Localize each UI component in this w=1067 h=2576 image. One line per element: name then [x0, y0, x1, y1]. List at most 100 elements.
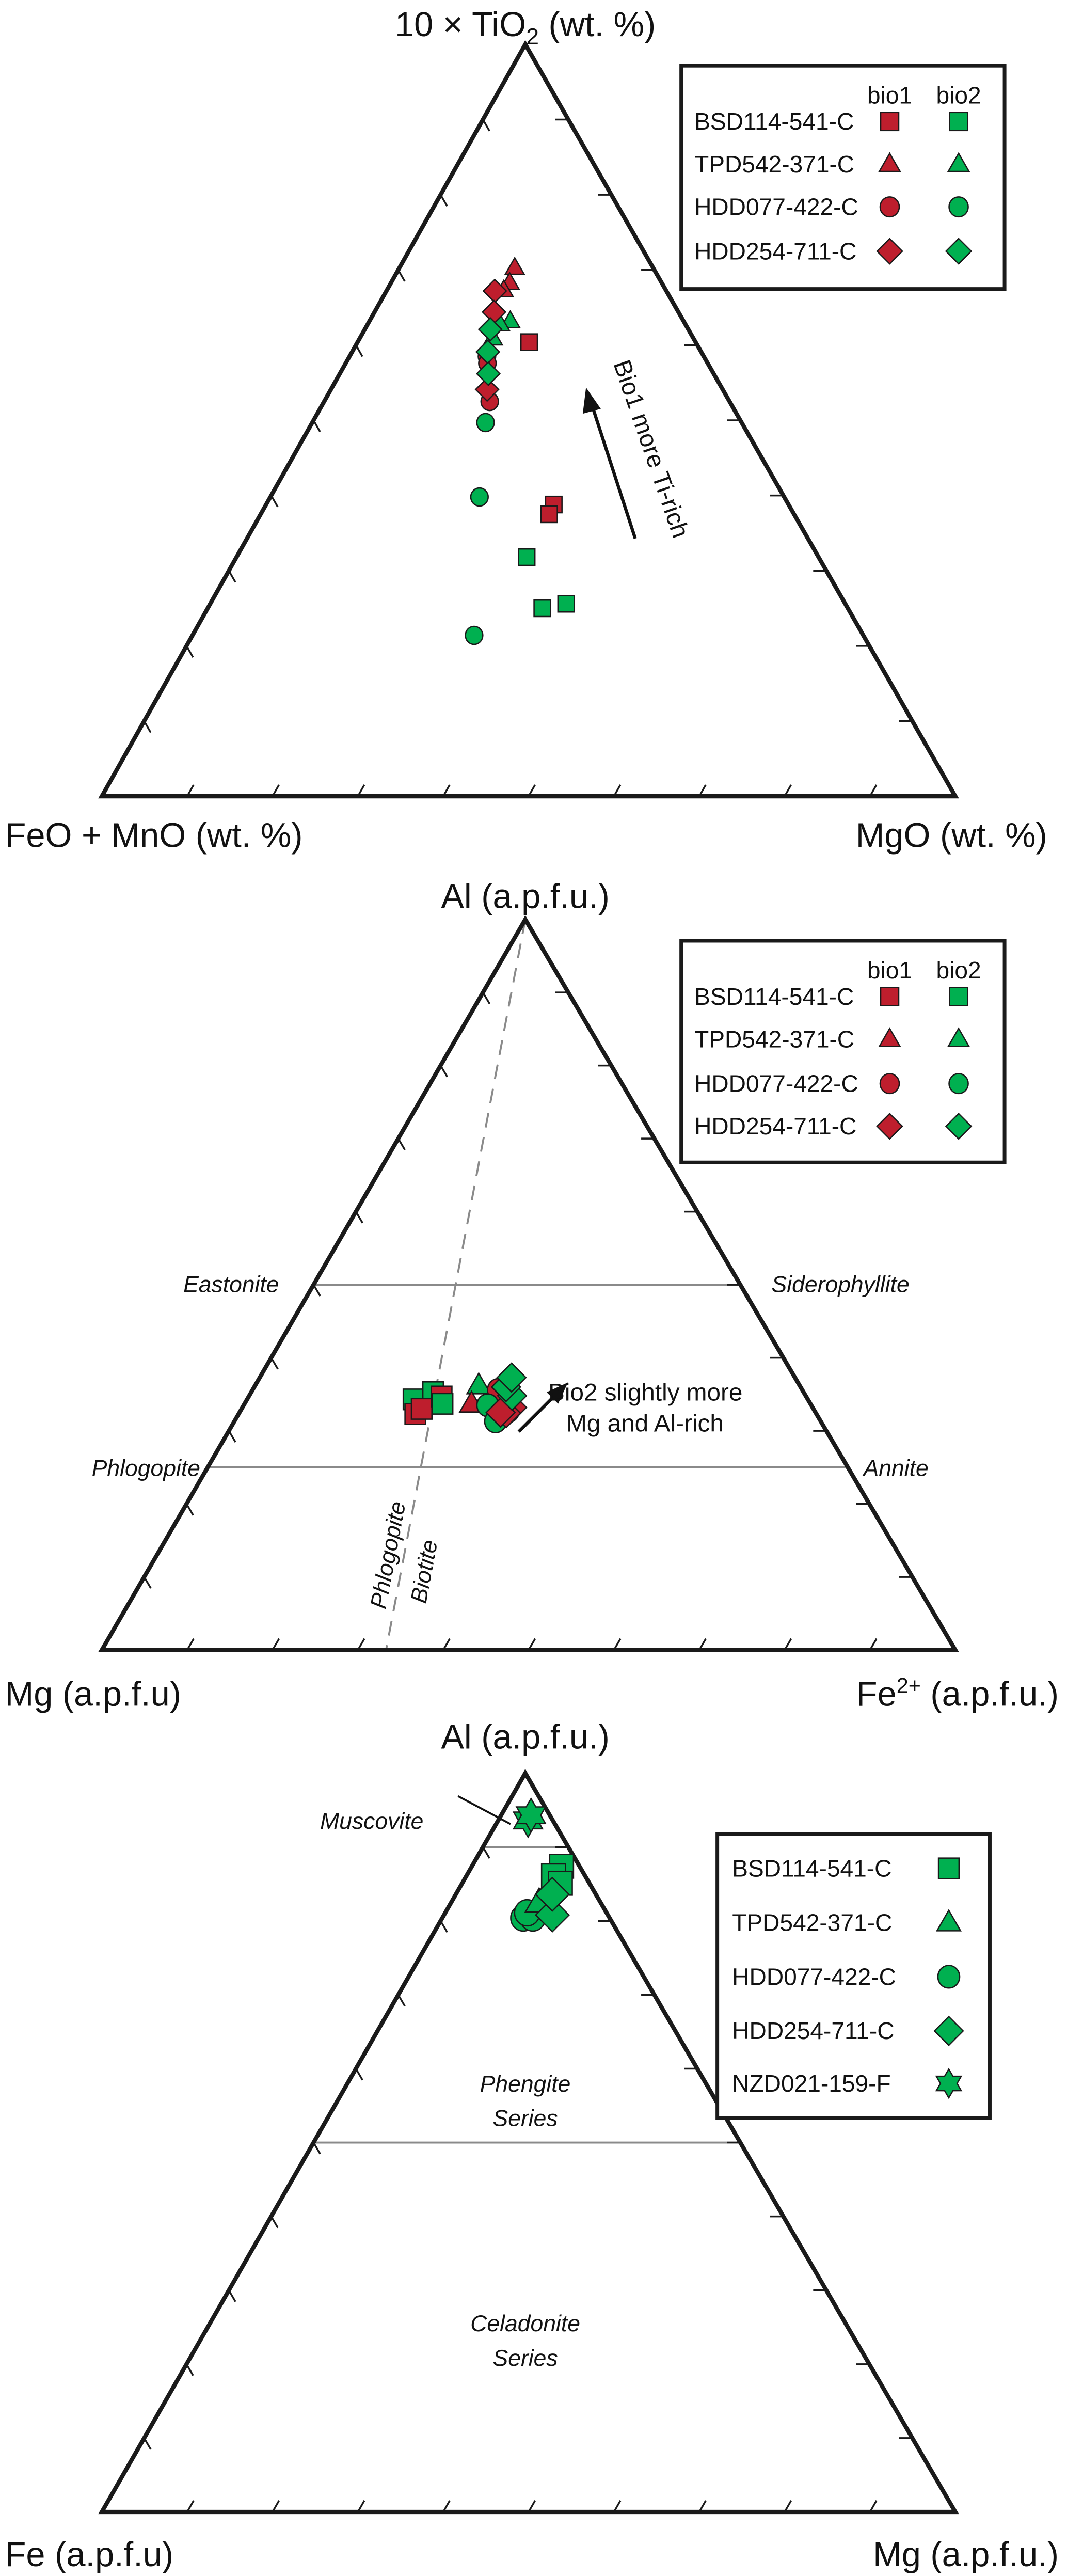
base-tick [784, 784, 792, 797]
series-hdd254-711-c-bio2 [475, 317, 503, 386]
left-tick [397, 269, 406, 282]
base-tick [186, 1638, 195, 1651]
field-label-biotite: Biotite [406, 1538, 443, 1605]
base-tick [357, 1638, 365, 1651]
base-tick [272, 1638, 280, 1651]
left-tick [355, 344, 363, 357]
legend-header-bio2: bio2 [936, 82, 981, 108]
legend-marker-triangle [947, 1027, 970, 1048]
legend-marker-circle [937, 1965, 961, 1989]
muscovite-leader-line [457, 1795, 511, 1825]
data-point-triangle [504, 256, 525, 275]
data-point-diamond [475, 361, 501, 386]
legend-marker-square [880, 112, 900, 132]
field-label-celadonite: Celadonite [470, 2311, 580, 2336]
chart-3-legend: BSD114-541-C TPD542-371-C HDD077-422-C HDD2… [715, 1832, 992, 2120]
legend-marker-circle [948, 196, 969, 218]
legend-marker-triangle [935, 1909, 962, 1932]
left-tick [312, 420, 321, 432]
series-tpd542-371-c-bio2 [466, 1372, 492, 1395]
base-tick [698, 784, 707, 797]
legend-entry-label: TPD542-371-C [694, 151, 854, 178]
chart-1-annotation: Bio1 more Ti-rich [608, 356, 694, 541]
left-tick [482, 119, 490, 132]
left-tick [270, 495, 279, 508]
data-point-diamond [496, 1362, 527, 1393]
base-tick [442, 2500, 451, 2512]
data-point-diamond [535, 1897, 570, 1933]
left-tick [270, 1357, 279, 1370]
chart-2-annotation-arrow [517, 1393, 558, 1433]
chart-2-legend: bio1 bio2 BSD114-541-C TPD542-371-C HDD077-4… [679, 939, 1007, 1164]
left-tick [185, 2363, 194, 2376]
data-point-star [515, 1797, 547, 1834]
chart-1-left-label: FeO + MnO (wt. %) [5, 817, 303, 855]
legend-marker-triangle [947, 152, 970, 172]
chart-3-left-label: Fe (a.p.f.u) [5, 2536, 174, 2574]
legend-header-bio2: bio2 [936, 957, 981, 984]
legend-marker-diamond [945, 238, 973, 265]
chart-3-plot [98, 1768, 959, 2515]
base-tick [784, 2500, 792, 2512]
data-point-diamond [534, 1876, 570, 1912]
left-tick [228, 1430, 236, 1443]
base-tick [186, 784, 195, 797]
base-tick [528, 2500, 536, 2512]
chart-2-annotation-line-1: Bio2 slightly more [548, 1379, 742, 1406]
left-tick [440, 1920, 448, 1933]
field-label-muscovite: Muscovite [320, 1809, 423, 1834]
left-tick [355, 1211, 363, 1224]
chart-3: Al (a.p.f.u.) Fe (a.p.f.u) Mg (a.p.f.u.)… [5, 1718, 1059, 2574]
base-tick [613, 2500, 622, 2512]
data-point-square [540, 505, 558, 524]
base-tick [528, 784, 536, 797]
data-point-diamond [474, 377, 500, 402]
chart-2-right-label: Fe2+ (a.p.f.u.) [856, 1673, 1059, 1713]
left-tick [397, 1994, 406, 2007]
left-tick [270, 2216, 279, 2229]
left-tick [440, 194, 448, 207]
legend-marker-square [937, 1857, 960, 1879]
base-tick [784, 1638, 792, 1651]
data-point-square [520, 333, 538, 351]
legend-marker-square [949, 112, 968, 132]
chart-3-right-label: Mg (a.p.f.u.) [873, 2536, 1059, 2574]
base-tick [698, 1638, 707, 1651]
base-tick [272, 2500, 280, 2512]
left-tick [228, 2289, 236, 2302]
field-label-phlogopite: Phlogopite [92, 1456, 200, 1481]
base-tick [357, 2500, 365, 2512]
legend-entry-label: HDD077-422-C [732, 1963, 896, 1990]
left-tick [185, 1503, 194, 1516]
series-hdd254-711-c-bio2 [490, 1362, 528, 1411]
chart-1-legend: bio1 bio2 BSD114-541-C TPD542-371-C HDD077-4… [679, 64, 1007, 291]
series-nzd021-159-f-bio2 [512, 1797, 547, 1839]
left-tick [312, 2142, 321, 2155]
base-tick [613, 1638, 622, 1651]
data-point-diamond [477, 317, 503, 342]
base-tick [357, 784, 365, 797]
left-tick [185, 645, 194, 658]
chart-2-plot [98, 915, 959, 1652]
chart-3-apex-label: Al (a.p.f.u.) [441, 1718, 610, 1756]
legend-header-bio1: bio1 [867, 82, 912, 108]
legend-marker-diamond [876, 1113, 903, 1140]
left-tick [482, 992, 490, 1004]
base-tick [869, 2500, 878, 2512]
left-tick [228, 570, 236, 583]
base-tick [869, 1638, 878, 1651]
left-tick [143, 2438, 152, 2450]
chart-1-annotation-arrow [591, 406, 637, 539]
data-point-circle [465, 625, 484, 645]
chart-marks: bio1 bio2 BSD114-541-C TPD542-371-C HDD077-4… [98, 40, 1007, 2515]
field-label-siderophyllite: Siderophyllite [772, 1272, 910, 1297]
base-tick [442, 784, 451, 797]
chart-1-apex-label: 10 × TiO2 (wt. %) [395, 6, 656, 50]
data-point-square [432, 1393, 454, 1415]
legend-entry-label: HDD077-422-C [694, 1070, 858, 1097]
legend-entry-label: TPD542-371-C [732, 1909, 892, 1936]
legend-marker-star [935, 2067, 963, 2099]
phlogopite-biotite-boundary-line [385, 919, 527, 1650]
field-label-celadonite-series: Series [493, 2346, 558, 2371]
legend-entry-label: BSD114-541-C [694, 983, 854, 1010]
